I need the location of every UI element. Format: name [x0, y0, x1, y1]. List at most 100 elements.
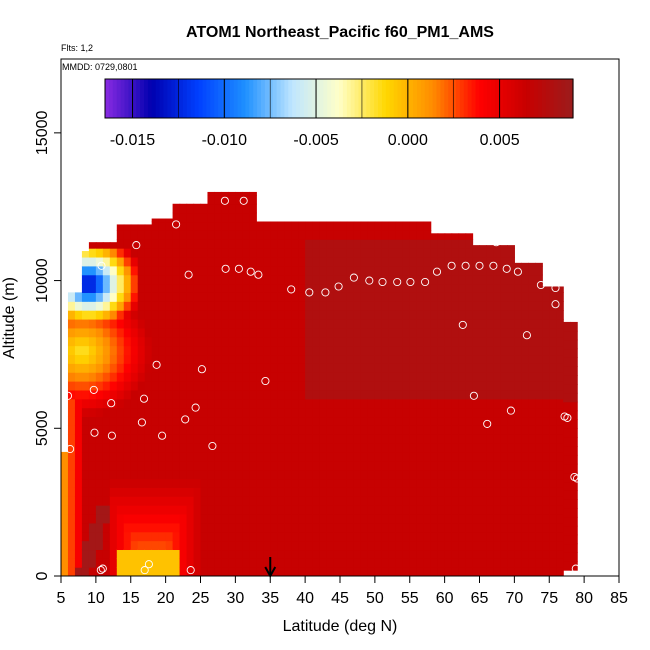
heat-cell — [444, 549, 453, 559]
heat-cell — [507, 283, 515, 293]
heat-cell — [158, 327, 167, 338]
heat-cell — [179, 292, 188, 302]
heat-cell — [74, 531, 83, 542]
heat-cell — [563, 321, 571, 332]
heat-cell — [305, 522, 313, 533]
heat-cell — [458, 478, 467, 488]
heat-cell — [81, 274, 90, 285]
heat-cell — [221, 558, 229, 568]
heat-cell — [298, 345, 306, 356]
heat-cell — [186, 522, 195, 533]
heat-cell — [186, 505, 195, 515]
heat-cell — [472, 398, 481, 409]
heat-cell — [172, 487, 181, 497]
heat-cell — [109, 363, 118, 373]
heat-cell — [137, 256, 146, 267]
heat-cell — [528, 416, 536, 426]
heat-cell — [479, 336, 488, 347]
heat-cell — [179, 203, 188, 214]
heat-cell — [151, 372, 160, 382]
heat-cell — [472, 434, 481, 444]
colorbar-swatch — [463, 79, 469, 118]
heat-cell — [186, 203, 195, 214]
heat-cell — [500, 451, 509, 462]
heat-cell — [360, 363, 369, 373]
heat-cell — [360, 451, 369, 462]
heat-cell — [130, 434, 139, 444]
heat-cell — [249, 256, 257, 267]
heat-cell — [172, 558, 181, 568]
heat-cell — [81, 460, 90, 471]
heat-cell — [102, 301, 111, 311]
heat-cell — [374, 416, 383, 426]
heat-cell — [326, 327, 334, 338]
heat-cell — [458, 265, 467, 276]
heat-cell — [193, 531, 202, 542]
heat-cell — [158, 425, 167, 435]
heat-cell — [388, 381, 397, 391]
heat-cell — [360, 256, 369, 267]
heat-cell — [346, 434, 355, 444]
heat-cell — [144, 478, 153, 488]
heat-cell — [423, 505, 432, 515]
heat-cell — [319, 239, 327, 249]
heat-cell — [221, 256, 229, 267]
flight-sample-marker — [475, 261, 484, 270]
heat-cell — [333, 363, 341, 373]
heat-cell — [130, 274, 139, 285]
heat-cell — [340, 451, 348, 462]
heat-cell — [346, 522, 355, 533]
heat-cell — [465, 505, 474, 515]
heat-cell — [151, 230, 160, 240]
colorbar-swatch — [144, 79, 149, 118]
heat-cell — [291, 248, 299, 258]
heat-cell — [312, 336, 320, 347]
colorbar-swatch — [401, 79, 406, 118]
heat-cell — [137, 443, 146, 453]
heat-cell — [214, 327, 223, 338]
heat-cell — [123, 239, 132, 249]
heat-cell — [346, 389, 355, 400]
heat-cell — [570, 348, 578, 358]
heat-cell — [500, 531, 509, 542]
heat-cell — [346, 336, 355, 347]
colorbar-swatch — [537, 79, 543, 118]
heat-cell — [74, 336, 83, 347]
heat-cell — [228, 345, 236, 356]
heat-cell — [88, 505, 97, 515]
heat-cell — [507, 505, 515, 515]
heat-cell — [402, 230, 411, 240]
colorbar-swatch — [237, 79, 243, 118]
heat-cell — [423, 318, 432, 329]
heat-cell — [235, 522, 243, 533]
heat-cell — [263, 345, 271, 356]
colorbar-swatch — [358, 79, 363, 118]
heat-cell — [151, 496, 160, 506]
heat-cell — [200, 407, 209, 418]
heat-cell — [430, 345, 439, 356]
heat-cell — [256, 354, 264, 364]
heat-cell — [151, 478, 160, 488]
heat-cell — [319, 567, 327, 576]
heat-cell — [144, 283, 153, 293]
heat-cell — [242, 194, 250, 205]
colorbar-swatch — [175, 79, 180, 118]
heat-cell — [81, 345, 90, 356]
heat-cell — [326, 513, 334, 524]
heat-cell — [277, 443, 285, 453]
heat-cell — [158, 363, 167, 373]
heat-cell — [409, 540, 418, 551]
heat-cell — [95, 336, 104, 347]
heat-cell — [486, 363, 495, 373]
heat-cell — [95, 248, 104, 258]
heat-cell — [395, 381, 404, 391]
heat-cell — [409, 558, 418, 568]
heat-cell — [326, 460, 334, 471]
heat-cell — [193, 381, 202, 391]
heat-cell — [214, 372, 223, 382]
heat-cell — [465, 248, 474, 258]
heat-cell — [402, 478, 411, 488]
heat-cell — [346, 372, 355, 382]
heat-cell — [319, 496, 327, 506]
heat-cell — [556, 286, 564, 293]
